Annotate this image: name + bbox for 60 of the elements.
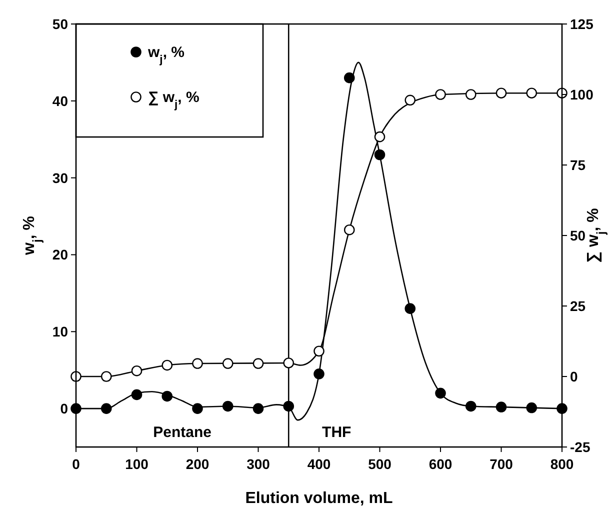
x-tick-label: 700 — [490, 456, 514, 472]
point — [222, 358, 234, 369]
point — [131, 365, 142, 376]
point — [526, 88, 538, 98]
y-tick-label: 0 — [60, 400, 68, 417]
point — [252, 358, 264, 369]
y-tick-label: 50 — [52, 16, 68, 32]
x-tick-label: 400 — [307, 456, 331, 472]
x-tick-label: 800 — [550, 456, 574, 472]
x-tick-label: 200 — [186, 456, 210, 472]
annotation: THF — [322, 424, 352, 441]
point — [70, 371, 82, 382]
y2-tick-label: 25 — [570, 298, 586, 314]
annotation: Pentane — [153, 424, 212, 441]
point — [496, 88, 507, 98]
point — [526, 402, 538, 414]
point — [162, 360, 173, 371]
x-tick-label: 600 — [428, 456, 452, 472]
y2-tick-label: 100 — [570, 86, 594, 102]
point — [283, 400, 294, 412]
point — [556, 403, 568, 414]
y-tick-label: 10 — [52, 324, 68, 340]
y-tick-label: 30 — [52, 170, 68, 186]
point — [496, 402, 507, 412]
point — [344, 224, 355, 236]
y2-tick-label: 125 — [570, 16, 594, 32]
point — [100, 371, 112, 382]
point — [252, 403, 264, 414]
x-tick-label: 100 — [125, 456, 149, 472]
point — [465, 89, 476, 100]
y-tick-label: 20 — [52, 246, 68, 263]
point — [404, 94, 416, 106]
point — [374, 149, 386, 160]
legend-label: ∑ w$_{j}$, % — [148, 89, 200, 111]
point — [435, 89, 446, 100]
point — [435, 388, 446, 399]
point — [131, 389, 142, 400]
y2-tick-label: -25 — [570, 439, 590, 455]
y-tick-label: 40 — [52, 92, 68, 109]
point — [222, 400, 234, 412]
x-axis-title: Elution volume, mL — [245, 490, 394, 507]
y2-tick-label: 50 — [570, 228, 586, 244]
point — [283, 358, 294, 368]
x-tick-label: 500 — [368, 456, 392, 472]
y2-tick-label: 75 — [570, 157, 586, 173]
point — [465, 400, 476, 412]
point — [404, 303, 416, 314]
point — [162, 390, 173, 402]
y2-tick-label: 0 — [570, 368, 578, 384]
point — [192, 358, 203, 369]
point — [192, 403, 203, 414]
x-tick-label: 0 — [72, 456, 80, 472]
point — [374, 131, 386, 142]
legend-label: w$_{j}$, % — [147, 44, 184, 66]
point — [344, 72, 355, 84]
point — [314, 346, 324, 357]
point — [314, 368, 324, 380]
point — [70, 403, 82, 414]
point — [100, 403, 112, 414]
x-tick-label: 300 — [246, 456, 270, 472]
